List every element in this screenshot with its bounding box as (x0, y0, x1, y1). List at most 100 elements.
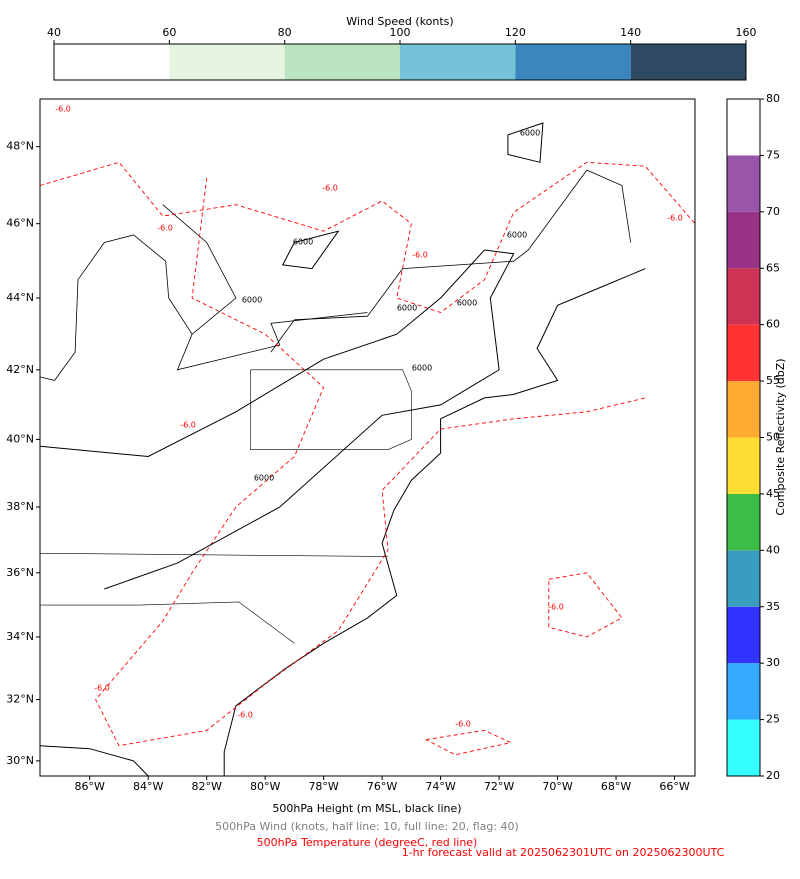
reflectivity-colorbar-segment (727, 663, 760, 720)
height-contour-label: 6000 (293, 238, 313, 247)
wind-colorbar-segment (400, 44, 516, 80)
lakeshore (162, 204, 368, 371)
wind-colorbar-tick-label: 60 (162, 26, 176, 39)
x-tick-label: 84°W (133, 780, 163, 793)
wind-colorbar-tick-label: 80 (278, 26, 292, 39)
caption-temperature: 500hPa Temperature (degreeC, red line) (257, 836, 478, 849)
temperature-contour (548, 572, 623, 638)
y-tick-label: 36°N (6, 566, 34, 579)
reflectivity-colorbar-tick-label: 35 (766, 600, 780, 613)
y-tick-label: 40°N (6, 432, 34, 445)
temperature-contour (95, 177, 646, 747)
wind-colorbar-tick-label: 140 (620, 26, 641, 39)
height-contour-label: 6000 (507, 231, 527, 240)
temperature-contour (425, 729, 513, 756)
reflectivity-colorbar-segment (727, 493, 760, 551)
x-tick-label: 76°W (367, 780, 397, 793)
reflectivity-colorbar-segment (727, 381, 760, 438)
reflectivity-colorbar-tick-label: 25 (766, 713, 780, 726)
reflectivity-colorbar-segment (727, 437, 760, 494)
reflectivity-colorbar-segment (727, 606, 760, 664)
x-tick-label: 80°W (250, 780, 280, 793)
temperature-contour-label: -6.0 (157, 224, 173, 233)
reflectivity-colorbar-tick-label: 80 (766, 92, 780, 105)
y-tick-label: 48°N (6, 140, 34, 153)
height-contour-label: 6000 (242, 296, 262, 305)
temperature-contour-label: -6.0 (322, 184, 338, 193)
map-features (39, 122, 696, 777)
reflectivity-colorbar-tick-label: 75 (766, 148, 780, 161)
reflectivity-colorbar-tick-label: 70 (766, 205, 780, 218)
x-tick-label: 78°W (308, 780, 338, 793)
temperature-contour-label: -6.0 (455, 720, 471, 729)
temperature-contour (39, 161, 696, 314)
reflectivity-colorbar-tick-label: 65 (766, 261, 780, 274)
height-contour (39, 249, 515, 590)
coastline (223, 268, 646, 776)
temperature-contour-label: -6.0 (237, 711, 253, 720)
x-tick-label: 74°W (425, 780, 455, 793)
state-border (39, 553, 389, 557)
wind-colorbar-segment (284, 44, 400, 80)
wind-colorbar-tick-label: 40 (47, 26, 61, 39)
temperature-contour-label: -6.0 (548, 603, 564, 612)
reflectivity-colorbar-tick-label: 55 (766, 374, 780, 387)
wind-colorbar-segment (169, 44, 285, 80)
x-tick-label: 70°W (542, 780, 572, 793)
x-tick-label: 86°W (75, 780, 105, 793)
reflectivity-colorbar-segment (727, 324, 760, 382)
height-contour (507, 122, 544, 163)
y-tick-label: 30°N (6, 754, 34, 767)
state-border (250, 369, 412, 450)
temperature-contour-label: -6.0 (412, 251, 428, 260)
wind-colorbar-title: Wind Speed (konts) (346, 15, 453, 28)
y-tick-label: 44°N (6, 291, 34, 304)
x-tick-label: 66°W (659, 780, 689, 793)
reflectivity-colorbar-tick-label: 20 (766, 769, 780, 782)
caption-height: 500hPa Height (m MSL, black line) (272, 802, 461, 815)
reflectivity-colorbar-segment (727, 99, 760, 156)
lakeshore (39, 234, 193, 381)
wind-colorbar-tick-label: 160 (736, 26, 757, 39)
y-tick-label: 34°N (6, 630, 34, 643)
reflectivity-colorbar-segment (727, 268, 760, 325)
y-tick-label: 46°N (6, 217, 34, 230)
caption-wind: 500hPa Wind (knots, half line: 10, full … (215, 820, 519, 833)
state-border (40, 601, 295, 644)
temperature-contour-label: -6.0 (180, 421, 196, 430)
x-tick-label: 82°W (191, 780, 221, 793)
reflectivity-colorbar-segment (727, 155, 760, 212)
temperature-contour-label: -6.0 (667, 214, 683, 223)
wind-colorbar-tick-label: 100 (390, 26, 411, 39)
height-contour-label: 6000 (412, 364, 432, 373)
y-tick-label: 42°N (6, 363, 34, 376)
wind-colorbar-segment (515, 44, 631, 80)
reflectivity-colorbar-segment (727, 719, 760, 776)
caption-valid-time: 1-hr forecast valid at 2025062301UTC on … (402, 846, 725, 859)
height-contour-label: 6000 (397, 304, 417, 313)
reflectivity-colorbar-segment (727, 211, 760, 269)
temperature-contour-label: -6.0 (94, 684, 110, 693)
x-tick-label: 68°W (601, 780, 631, 793)
reflectivity-colorbar-tick-label: 50 (766, 431, 780, 444)
wind-colorbar-segment (54, 44, 170, 80)
wind-colorbar-segment (630, 44, 746, 80)
reflectivity-colorbar-tick-label: 45 (766, 487, 780, 500)
wind-colorbar-tick-label: 120 (505, 26, 526, 39)
height-contour-label: 6000 (457, 299, 477, 308)
reflectivity-colorbar-label: Composite Reflectivity (dbZ) (774, 358, 787, 515)
y-tick-label: 38°N (6, 500, 34, 513)
coastline (39, 745, 149, 777)
reflectivity-colorbar-tick-label: 60 (766, 318, 780, 331)
reflectivity-colorbar-segment (727, 550, 760, 607)
border (270, 169, 632, 353)
height-contour-label: 6000 (520, 129, 540, 138)
x-tick-label: 72°W (484, 780, 514, 793)
height-contour-label: 6000 (254, 474, 274, 483)
map-frame (39, 98, 696, 777)
reflectivity-colorbar-tick-label: 30 (766, 656, 780, 669)
height-contour (281, 230, 340, 270)
reflectivity-colorbar-tick-label: 40 (766, 543, 780, 556)
